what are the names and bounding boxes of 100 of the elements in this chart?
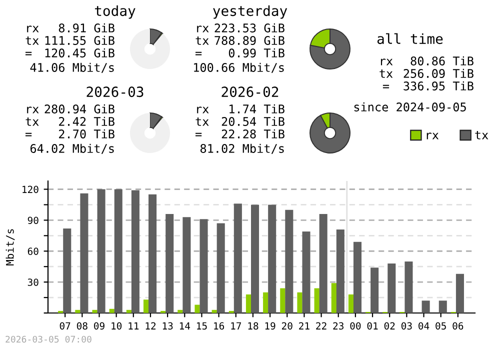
x-tick-label: 19: [265, 322, 276, 330]
y-tick-label: 30: [28, 278, 38, 286]
y-tick-label: 90: [28, 216, 38, 224]
x-tick-label: 11: [128, 322, 139, 330]
y-tick-label: 60: [28, 248, 38, 255]
y-tick-label: 120: [22, 186, 38, 194]
x-tick-label: 15: [197, 322, 207, 330]
text: 64.02 Mbit/s: [30, 144, 114, 154]
x-tick-label: 10: [112, 322, 122, 330]
bar: [319, 214, 328, 313]
bar: [131, 190, 140, 313]
text: 2.70 TiB: [59, 129, 114, 138]
x-tick-label: 06: [452, 322, 464, 330]
bar: [353, 242, 362, 313]
x-tick-label: 13: [162, 322, 173, 330]
bar: [302, 232, 310, 313]
text: 80.86 TiB: [410, 56, 474, 66]
x-tick-label: 12: [146, 322, 156, 330]
bar: [456, 274, 464, 313]
x-tick-label: 01: [367, 322, 378, 330]
x-tick-label: 22: [316, 322, 326, 330]
x-tick-label: 14: [180, 322, 190, 330]
text: 20.54 TiB: [222, 116, 284, 126]
bar: [404, 261, 413, 313]
text: 41.06 Mbit/s: [30, 62, 114, 73]
bar: [200, 219, 208, 313]
bar: [166, 214, 174, 313]
x-tick-label: 03: [401, 322, 412, 330]
text: tx: [380, 70, 393, 78]
x-tick-label: 05: [436, 322, 446, 330]
bar: [194, 304, 200, 313]
bar: [268, 204, 276, 313]
x-tick-label: 18: [248, 322, 258, 330]
bar: [216, 223, 225, 313]
bar: [297, 292, 302, 313]
text: 22.28 TiB: [222, 129, 284, 138]
text: tx: [26, 118, 39, 126]
text: 100.66 Mbit/s: [194, 62, 284, 73]
bar: [348, 294, 354, 313]
bar: [75, 310, 80, 313]
x-tick-label: 17: [231, 322, 242, 330]
text: since 2024-09-05: [354, 102, 466, 112]
bar: [63, 228, 72, 313]
text: tx: [196, 36, 209, 45]
text: 223.53 GiB: [214, 23, 284, 32]
text: 2026-03-05 07:00: [6, 336, 92, 343]
legend-label: tx: [475, 131, 488, 140]
text: all time: [377, 33, 443, 44]
x-tick-label: 08: [76, 322, 88, 330]
donut-slice: [310, 112, 350, 154]
text: 111.55 GiB: [45, 36, 114, 45]
chart-title: 2026-02: [222, 86, 278, 98]
bar: [246, 294, 252, 313]
bar: [250, 204, 260, 313]
bar: [148, 194, 157, 313]
x-tick-label: 23: [333, 322, 344, 330]
x-tick-label: 02: [384, 322, 395, 330]
text: 788.89 GiB: [214, 36, 284, 45]
bar: [314, 288, 320, 313]
bar: [109, 308, 114, 313]
text: rx: [27, 26, 39, 32]
text: tx: [196, 118, 209, 126]
text: 1.74 TiB: [230, 104, 284, 114]
bar: [263, 292, 268, 313]
text: =: [382, 84, 390, 88]
bar: [331, 283, 336, 313]
bar: [234, 204, 242, 313]
y-axis-title: Mbit/s: [6, 229, 15, 266]
donut-slice: [130, 113, 170, 153]
bar: [285, 210, 294, 313]
bar: [422, 300, 430, 313]
text: rx: [197, 106, 209, 114]
text: 0.99 TiB: [228, 48, 284, 58]
bar: [178, 310, 183, 313]
x-tick-label: 09: [94, 322, 104, 330]
chart-title: 2026-03: [86, 86, 144, 98]
donut-slice: [130, 29, 170, 69]
text: 280.94 GiB: [44, 104, 114, 114]
text: =: [26, 132, 32, 136]
bar: [280, 288, 286, 313]
chart-title: yesterday: [213, 5, 288, 19]
bar: [182, 217, 191, 313]
bar: [114, 189, 122, 313]
bar: [336, 229, 344, 313]
donut-slice: [310, 28, 350, 70]
chart-title: today: [94, 5, 136, 19]
text: tx: [26, 36, 39, 45]
text: 8.91 GiB: [58, 23, 114, 32]
text: rx: [380, 58, 393, 66]
text: 120.45 GiB: [45, 48, 114, 58]
bar: [212, 310, 217, 313]
bar: [388, 264, 396, 313]
bar: [438, 300, 447, 313]
text: 336.95 TiB: [404, 81, 474, 90]
text: 2.42 TiB: [59, 116, 114, 126]
x-tick-label: 21: [299, 322, 310, 330]
legend-label: rx: [426, 132, 439, 140]
text: rx: [27, 106, 39, 114]
bar: [126, 310, 132, 313]
text: rx: [197, 26, 209, 32]
